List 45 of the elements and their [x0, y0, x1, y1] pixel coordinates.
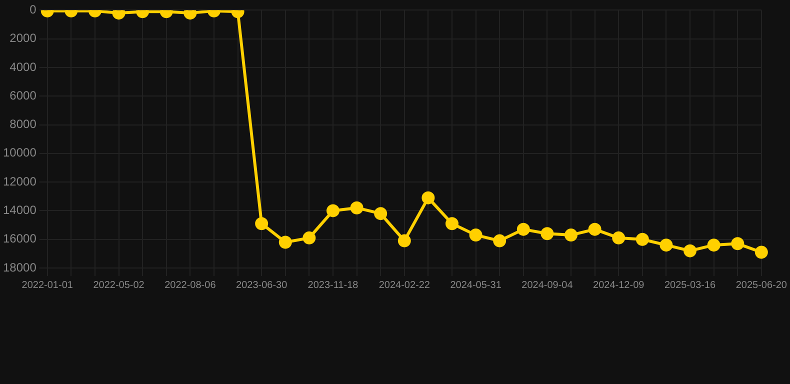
point	[636, 232, 649, 246]
point	[516, 222, 530, 236]
point	[112, 10, 126, 20]
y-tick-label: 14000	[2, 203, 37, 218]
y-tick-label: 12000	[2, 174, 37, 188]
x-tick-label: 2024-09-04	[522, 280, 574, 291]
point	[374, 207, 388, 220]
point	[255, 217, 268, 230]
point	[540, 227, 554, 240]
point	[612, 231, 626, 244]
point	[350, 201, 364, 214]
y-tick-label: 4000	[10, 60, 37, 74]
y-tick-label: 6000	[10, 88, 37, 102]
x-tick-label: 2025-06-20	[736, 280, 788, 291]
x-tick-label: 2024-02-22	[378, 280, 430, 291]
y-tick-label: 8000	[10, 117, 37, 132]
point	[754, 246, 768, 259]
point	[398, 234, 411, 248]
point	[469, 228, 482, 242]
point	[588, 222, 602, 236]
point	[184, 10, 197, 20]
point	[422, 191, 435, 204]
y-tick-label: 10000	[2, 146, 37, 160]
x-tick-label: 2024-05-31	[450, 280, 502, 291]
x-tick-label: 2023-06-30	[236, 280, 288, 291]
y-tick-label: 18000	[2, 260, 37, 274]
y-tick-label: 2000	[10, 31, 37, 46]
point	[731, 237, 744, 250]
x-tick-label: 2024-12-09	[593, 280, 645, 291]
point	[326, 204, 340, 218]
point	[660, 238, 673, 252]
x-tick-label: 2022-01-01	[22, 280, 74, 291]
point	[684, 244, 697, 258]
x-tick-label: 2025-03-16	[664, 280, 716, 291]
point	[278, 236, 292, 249]
x-tick-label: 2022-05-02	[93, 280, 145, 291]
y-tick-label: 16000	[2, 232, 37, 246]
x-tick-label: 2022-08-06	[164, 280, 216, 291]
point	[564, 228, 578, 242]
y-tick-label: 0	[30, 2, 37, 17]
point	[493, 234, 506, 248]
point	[302, 231, 316, 244]
point	[446, 217, 458, 230]
point	[707, 238, 720, 252]
x-tick-label: 2023-11-18	[308, 280, 359, 291]
